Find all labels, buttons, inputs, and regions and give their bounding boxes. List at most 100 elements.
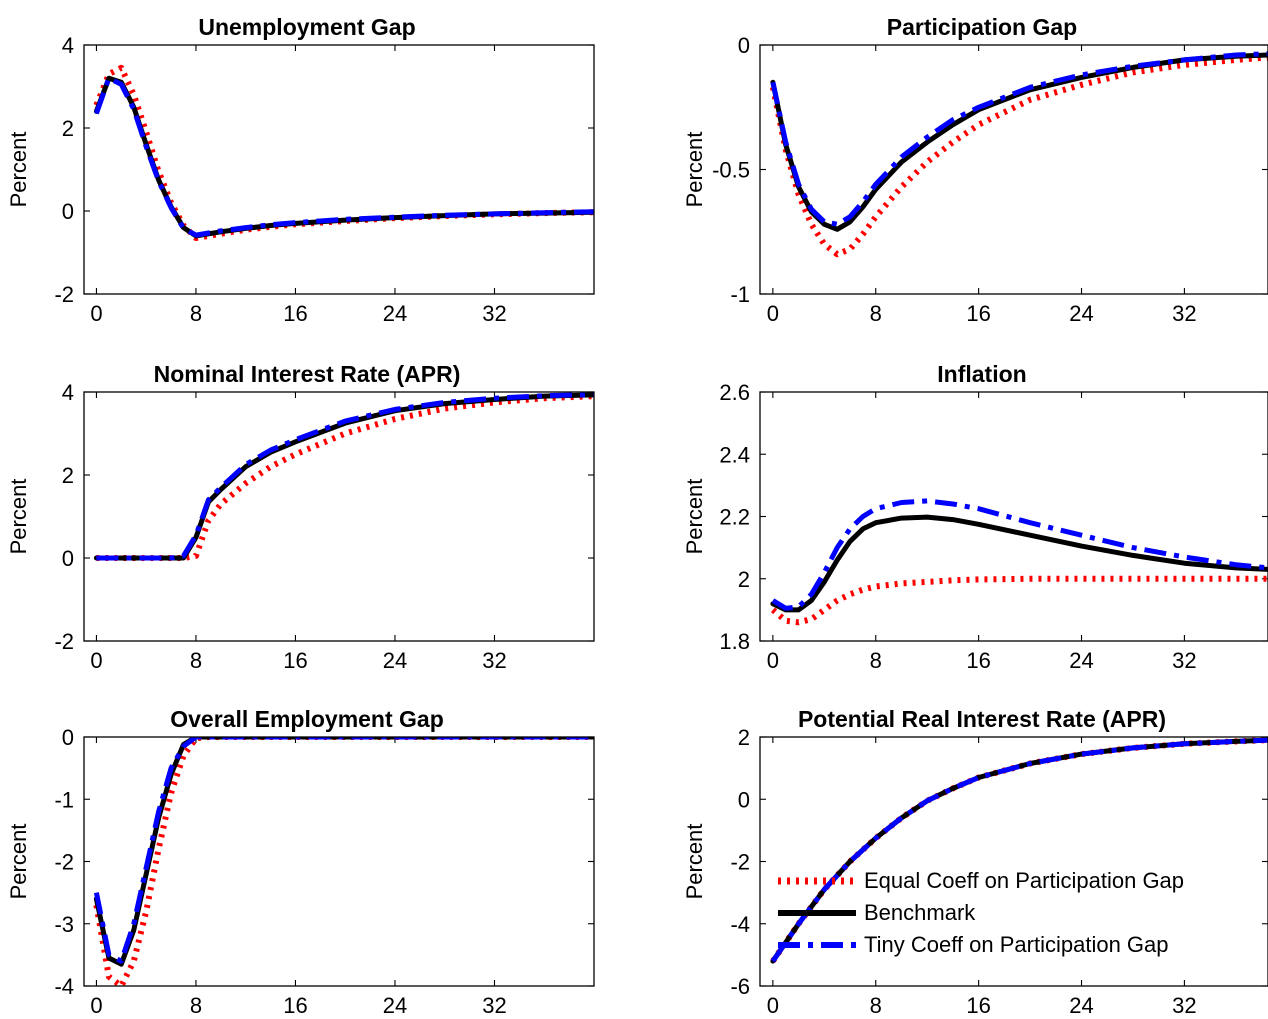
- series-line: [770, 737, 1268, 964]
- y-tick-label: 0: [62, 546, 74, 571]
- x-tick-label: 24: [383, 648, 407, 673]
- y-tick-label: 4: [62, 380, 74, 405]
- y-tick-label: -0.5: [712, 158, 750, 183]
- axes-frame: [83, 44, 595, 295]
- series-line: [770, 737, 1268, 963]
- x-tick-label: 32: [1172, 301, 1196, 326]
- series-line: [770, 575, 1268, 626]
- x-tick-label: 16: [283, 993, 307, 1018]
- x-tick-label: 32: [482, 648, 506, 673]
- x-tick-label: 8: [190, 301, 202, 326]
- series-group: [93, 737, 594, 986]
- subplot-title: Overall Employment Gap: [170, 706, 444, 732]
- y-tick-label: -4: [730, 912, 750, 937]
- y-axis-label: Percent: [682, 824, 707, 900]
- axes-frame: [83, 391, 595, 642]
- x-tick-label: 32: [482, 301, 506, 326]
- y-axis-label: Percent: [682, 132, 707, 208]
- y-tick-label: -1: [730, 282, 750, 307]
- x-tick-label: 0: [90, 648, 102, 673]
- x-tick-label: 8: [870, 648, 882, 673]
- x-tick-label: 16: [966, 301, 990, 326]
- x-tick-label: 8: [870, 301, 882, 326]
- x-tick-label: 16: [283, 301, 307, 326]
- y-axis-label: Percent: [6, 479, 31, 555]
- series-line: [770, 737, 1268, 963]
- series-line: [93, 737, 594, 964]
- y-tick-label: 2.6: [719, 380, 750, 405]
- subplot-2: 0 8 16 24 32 -1 -0.5 0 Participation Gap Percent: [682, 14, 1268, 326]
- y-tick-label: -3: [54, 912, 74, 937]
- y-tick-label: -4: [54, 974, 74, 999]
- series-line: [769, 54, 1268, 258]
- x-tick-label: 24: [1069, 993, 1093, 1018]
- y-tick-label: 4: [62, 33, 74, 58]
- y-tick-label: 2: [62, 116, 74, 141]
- legend-entry: Equal Coeff on Participation Gap: [864, 868, 1184, 893]
- series-line: [770, 51, 1268, 227]
- x-tick-label: 24: [1069, 301, 1093, 326]
- subplot-title: Potential Real Interest Rate (APR): [798, 706, 1166, 732]
- y-tick-label: -6: [730, 974, 750, 999]
- y-tick-label: 2.4: [719, 442, 750, 467]
- x-tick-label: 16: [966, 648, 990, 673]
- x-tick-label: 24: [383, 301, 407, 326]
- x-tick-label: 16: [283, 648, 307, 673]
- y-tick-label: 2: [738, 725, 750, 750]
- legend: Equal Coeff on Participation Gap Benchmar…: [778, 868, 1184, 957]
- subplot-5: 0 8 16 24 32 -4 -3 -2 -1 0 Overall Employment Gap P…: [6, 706, 595, 1018]
- x-tick-label: 24: [383, 993, 407, 1018]
- series-group: [769, 51, 1268, 258]
- subplot-title: Unemployment Gap: [198, 14, 415, 40]
- y-axis-label: Percent: [682, 479, 707, 555]
- y-tick-label: 2.2: [719, 505, 750, 530]
- legend-entry: Benchmark: [864, 900, 976, 925]
- y-tick-label: 1.8: [719, 629, 750, 654]
- x-tick-label: 0: [90, 993, 102, 1018]
- subplot-6: 0 8 16 24 32 -6 -4 -2 0 2 Potential Real Interest …: [682, 706, 1268, 1018]
- axes-frame: [759, 391, 1268, 642]
- series-line: [96, 393, 594, 561]
- subplot-title: Nominal Interest Rate (APR): [154, 361, 461, 387]
- x-tick-label: 0: [767, 301, 779, 326]
- x-tick-label: 24: [1069, 648, 1093, 673]
- axes-frame: [83, 736, 595, 987]
- subplot-title: Inflation: [937, 361, 1026, 387]
- x-tick-label: 0: [767, 993, 779, 1018]
- subplot-title: Participation Gap: [887, 14, 1077, 40]
- series-group: [770, 498, 1268, 626]
- x-tick-label: 32: [482, 993, 506, 1018]
- y-tick-label: -2: [730, 850, 750, 875]
- series-line: [93, 392, 594, 561]
- x-tick-label: 0: [90, 301, 102, 326]
- series-line: [770, 52, 1268, 232]
- y-axis-label: Percent: [6, 824, 31, 900]
- x-tick-label: 8: [190, 648, 202, 673]
- series-line: [96, 392, 594, 561]
- y-tick-label: -2: [54, 282, 74, 307]
- y-tick-label: -1: [54, 787, 74, 812]
- series-line: [770, 514, 1268, 613]
- y-tick-label: 2: [738, 567, 750, 592]
- series-group: [93, 392, 594, 561]
- subplot-4: 0 8 16 24 32 1.8 2 2.2 2.4 2.6 Inflation Percent: [682, 361, 1268, 673]
- y-tick-label: 0: [738, 787, 750, 812]
- x-tick-label: 8: [190, 993, 202, 1018]
- x-tick-label: 8: [870, 993, 882, 1018]
- axes-frame: [759, 44, 1268, 295]
- legend-entry: Tiny Coeff on Participation Gap: [864, 932, 1169, 957]
- series-line: [94, 75, 594, 238]
- y-axis-label: Percent: [6, 132, 31, 208]
- y-tick-label: -2: [54, 850, 74, 875]
- y-tick-label: 0: [62, 199, 74, 224]
- series-group: [770, 737, 1268, 964]
- series-line: [771, 498, 1268, 611]
- x-tick-label: 0: [767, 648, 779, 673]
- x-tick-label: 32: [1172, 993, 1196, 1018]
- x-tick-label: 16: [966, 993, 990, 1018]
- y-tick-label: 2: [62, 463, 74, 488]
- x-tick-label: 32: [1172, 648, 1196, 673]
